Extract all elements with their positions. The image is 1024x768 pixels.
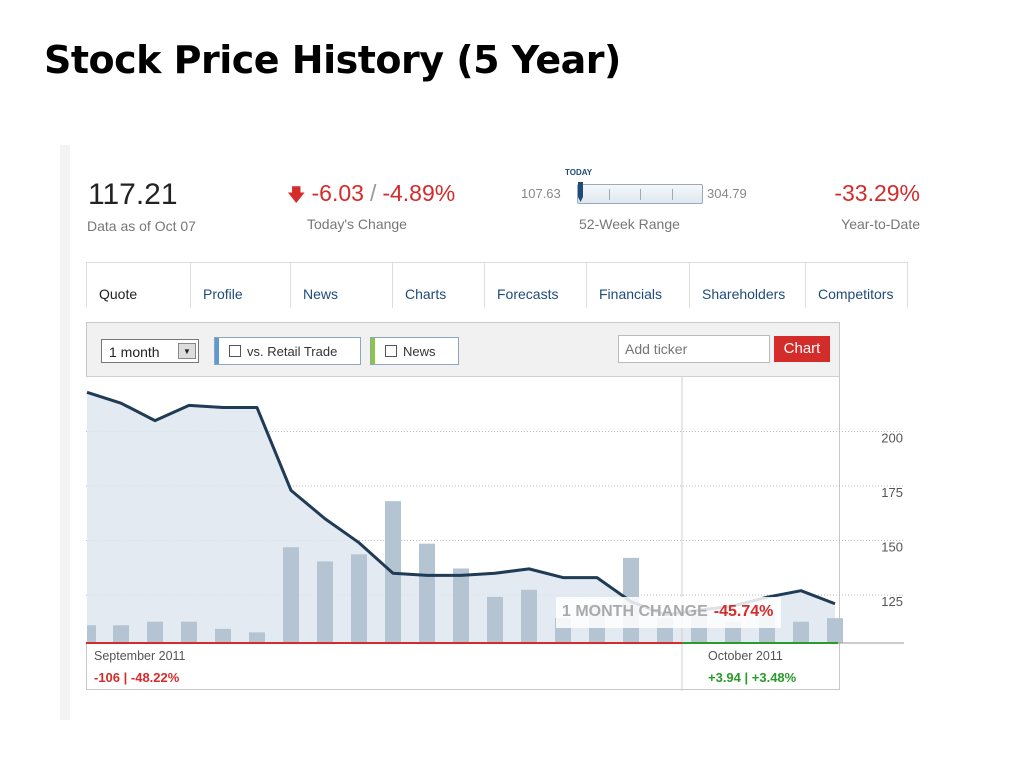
month-change-october: +3.94 | +3.48% — [708, 670, 797, 685]
price-area — [87, 392, 835, 643]
tab-profile[interactable]: Profile — [190, 262, 290, 308]
month-change-value: -45.74% — [713, 603, 774, 620]
tab-quote[interactable]: Quote — [86, 262, 190, 308]
news-color-swatch — [371, 338, 375, 364]
compare-checkbox[interactable] — [229, 345, 241, 357]
y-tick-label: 125 — [881, 594, 903, 609]
month-change-callout: 1 MONTH CHANGE -45.74% — [556, 597, 782, 628]
chart-button[interactable]: Chart — [774, 336, 830, 362]
ytd-label: Year-to-Date — [841, 216, 920, 232]
period-value: 1 month — [109, 344, 160, 360]
price-chart: 200 175 150 125 — [86, 377, 904, 691]
y-tick-label: 175 — [881, 485, 903, 500]
volume-bar — [317, 561, 333, 643]
range-tick — [609, 189, 610, 200]
change-absolute: -6.03 — [311, 180, 364, 206]
volume-bar — [249, 632, 265, 643]
compare-toggle[interactable]: vs. Retail Trade — [214, 337, 361, 365]
tab-news[interactable]: News — [290, 262, 392, 308]
range-high: 304.79 — [707, 186, 747, 201]
compare-color-swatch — [215, 338, 219, 364]
volume-bar — [419, 543, 435, 643]
tab-bar: Quote Profile News Charts Forecasts Fina… — [86, 262, 908, 308]
tab-competitors[interactable]: Competitors — [805, 262, 908, 308]
range-tick — [640, 189, 641, 200]
volume-bar — [215, 628, 231, 643]
volume-bar — [521, 589, 537, 643]
compare-label: vs. Retail Trade — [247, 344, 338, 359]
tab-forecasts[interactable]: Forecasts — [484, 262, 586, 308]
range-tick — [672, 189, 673, 200]
change-separator: / — [369, 180, 377, 206]
chart-toolbar: 1 month ▼ vs. Retail Trade News Chart — [87, 323, 839, 377]
as-of-date: Data as of Oct 07 — [87, 218, 196, 234]
volume-bar — [487, 596, 503, 643]
month-label-september: September 2011 — [94, 649, 186, 663]
range-today-label: TODAY — [565, 168, 593, 177]
range-marker-icon — [578, 182, 583, 202]
change-percent: -4.89% — [382, 180, 456, 206]
volume-bar — [351, 554, 367, 643]
volume-bar — [793, 621, 809, 643]
news-checkbox[interactable] — [385, 345, 397, 357]
last-price: 117.21 — [88, 178, 178, 211]
tab-shareholders[interactable]: Shareholders — [689, 262, 805, 308]
period-select[interactable]: 1 month ▼ — [101, 339, 199, 363]
month-change-september: -106 | -48.22% — [94, 670, 180, 685]
news-toggle[interactable]: News — [370, 337, 459, 365]
range-label: 52-Week Range — [579, 216, 680, 232]
chevron-down-icon[interactable]: ▼ — [178, 343, 196, 359]
volume-bar — [283, 547, 299, 643]
volume-bar — [87, 625, 96, 643]
add-ticker-input[interactable] — [618, 335, 770, 363]
month-label-october: October 2011 — [708, 649, 783, 663]
todays-change: 🡇 -6.03/-4.89% — [287, 180, 455, 213]
ytd-change: -33.29% — [834, 180, 920, 206]
range-bar — [577, 184, 703, 204]
tab-charts[interactable]: Charts — [392, 262, 484, 308]
todays-change-label: Today's Change — [307, 216, 407, 232]
volume-bar — [827, 618, 843, 643]
range-low: 107.63 — [521, 186, 561, 201]
volume-bar — [113, 625, 129, 643]
tab-financials[interactable]: Financials — [586, 262, 689, 308]
volume-bar — [453, 568, 469, 643]
down-arrow-icon: 🡇 — [287, 185, 306, 205]
y-tick-label: 200 — [881, 431, 903, 446]
news-toggle-label: News — [403, 344, 436, 359]
volume-bar — [181, 621, 197, 643]
y-tick-label: 150 — [881, 540, 903, 555]
month-change-label: 1 MONTH CHANGE — [562, 603, 708, 620]
volume-bar — [147, 621, 163, 643]
slide-title: Stock Price History (5 Year) — [44, 38, 621, 82]
